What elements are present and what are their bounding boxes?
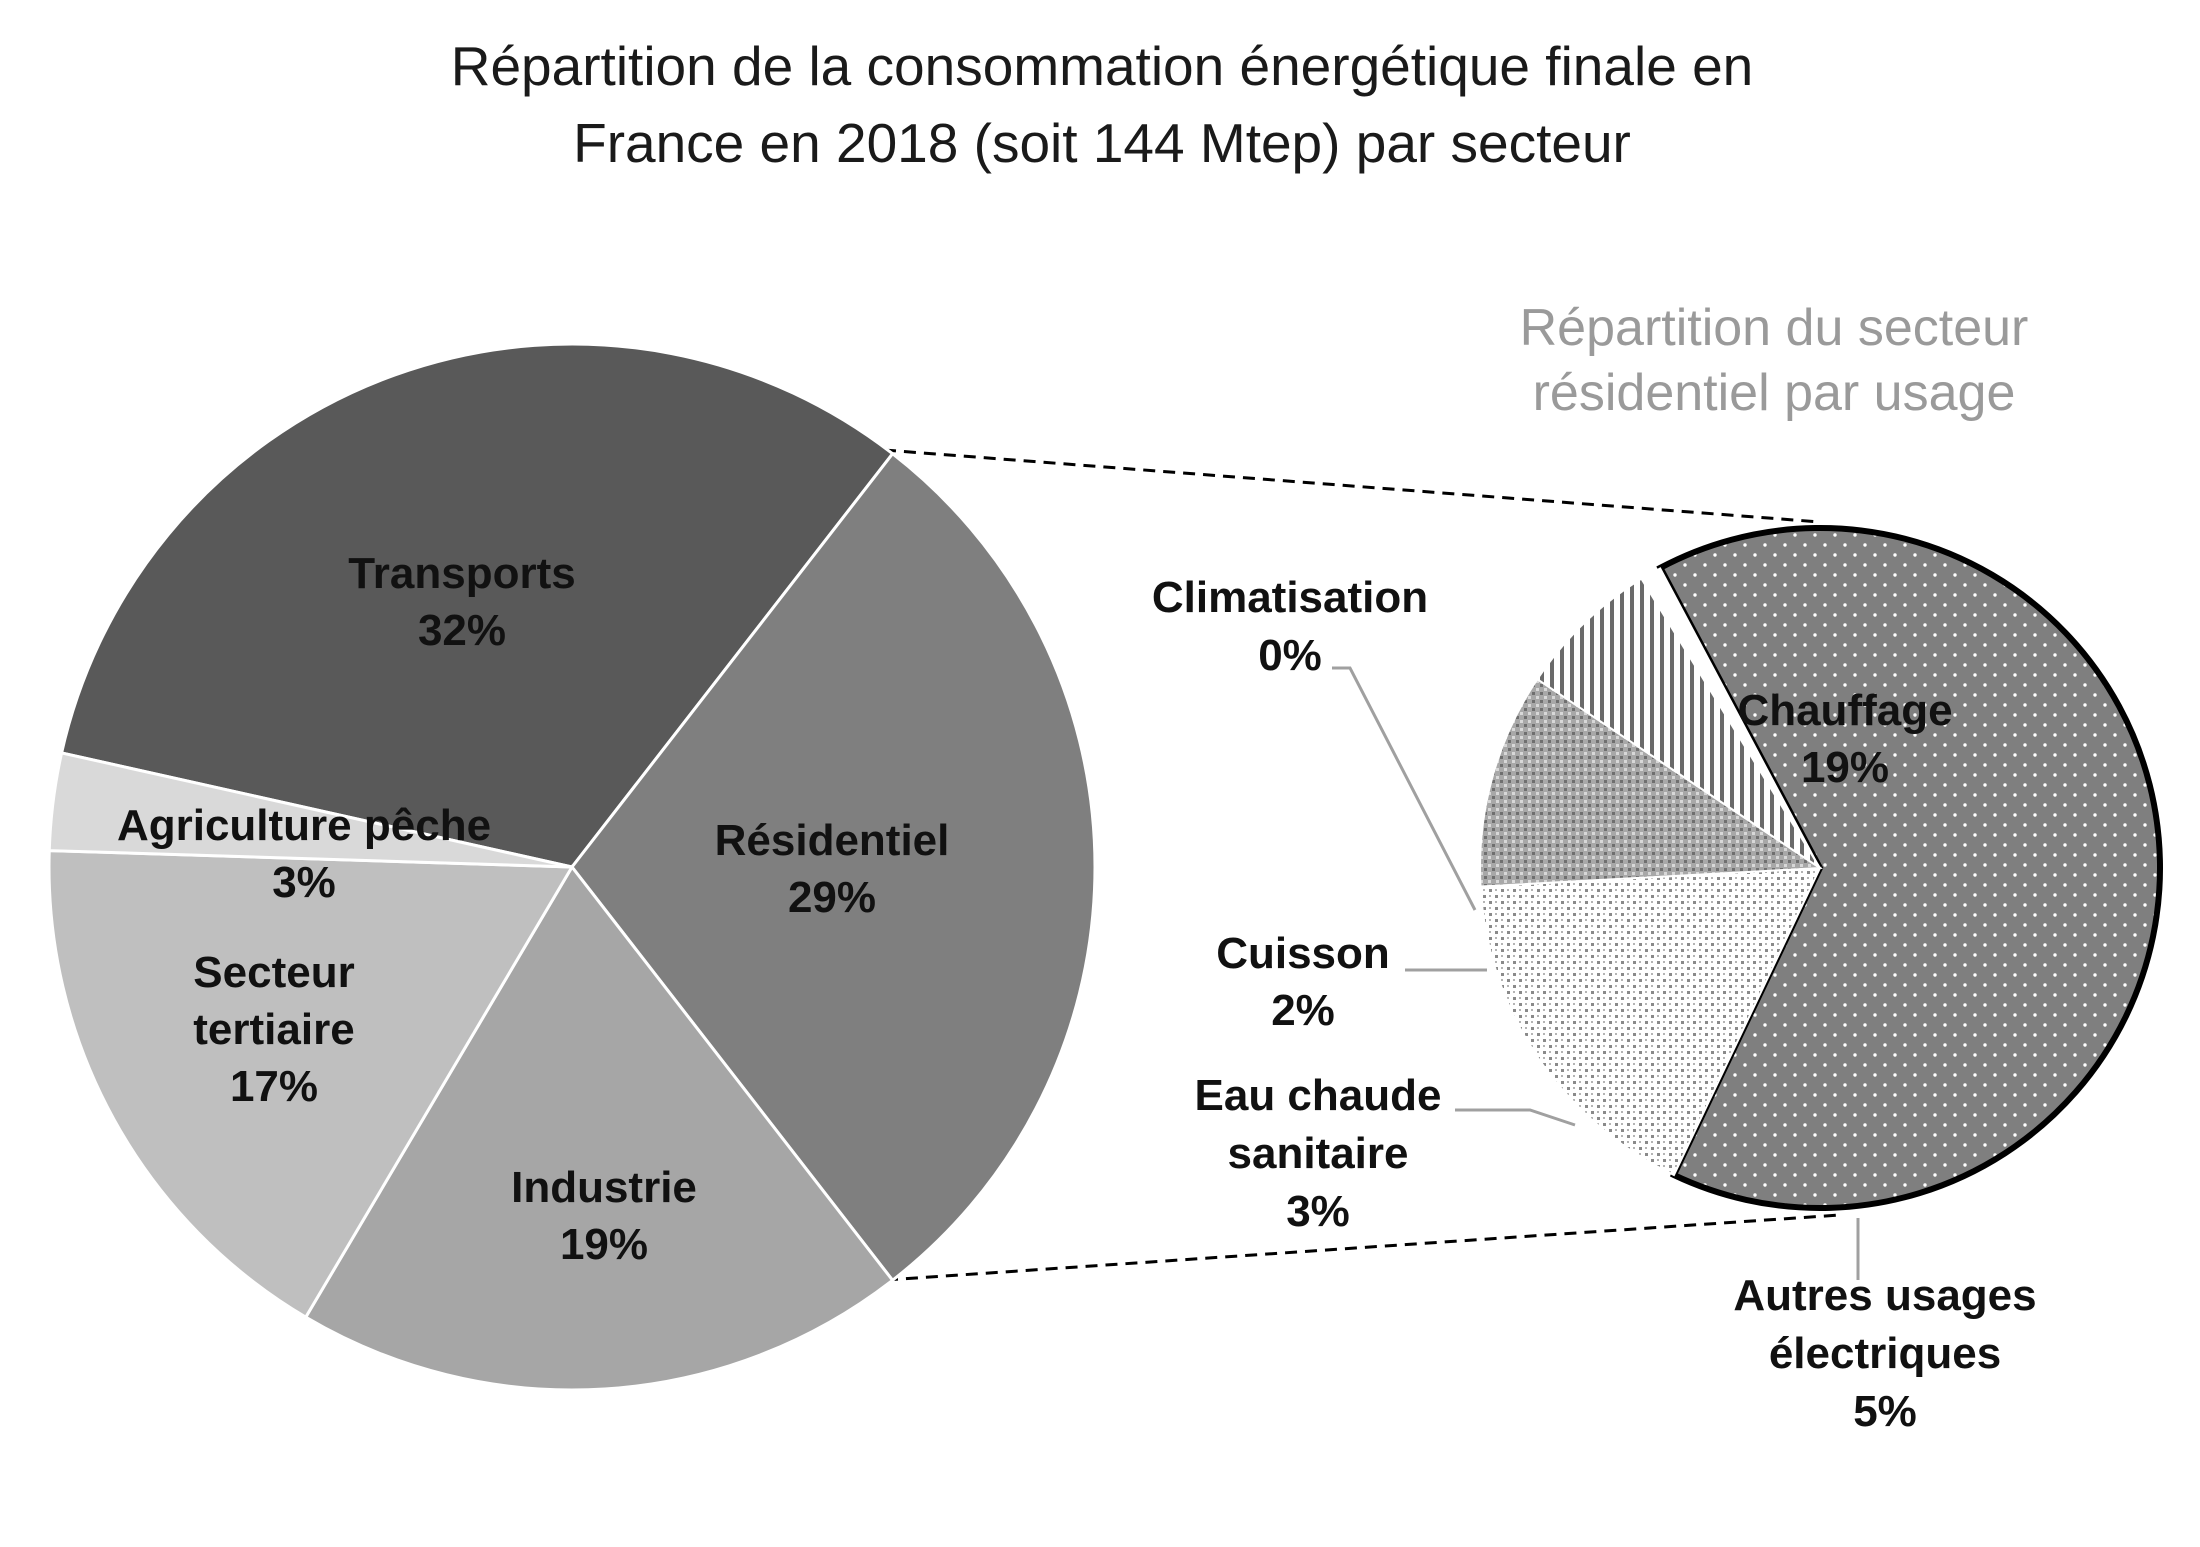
leader-lines: [1332, 666, 1860, 1280]
slice-autres-usages-electriques: [1479, 866, 1822, 1177]
label-secteur-tertiaire-value: 17%: [230, 1062, 318, 1111]
label-climatisation-value: 0%: [1258, 631, 1322, 680]
label-transports-name: Transports: [348, 549, 575, 598]
label-autres-usages-line-1: Autres usages: [1733, 1271, 2036, 1320]
label-transports-value: 32%: [418, 606, 506, 655]
chart-title-line-2: France en 2018 (soit 144 Mtep) par secte…: [573, 112, 1631, 174]
secondary-pie: [1479, 525, 2164, 1211]
secondary-pie-labels: Chauffage 19% Autres usages électriques …: [1152, 573, 2037, 1436]
secondary-pie-title-line-1: Répartition du secteur: [1520, 299, 2029, 357]
label-climatisation-name: Climatisation: [1152, 573, 1428, 622]
slice-cuisson: [1535, 577, 1821, 869]
label-chauffage-name: Chauffage: [1737, 686, 1952, 735]
leader-line-climatisation: [1332, 666, 1477, 911]
slice-industrie: [303, 864, 895, 1392]
slice-secteur-tertiaire: [47, 849, 575, 1320]
label-eau-chaude-line-2: sanitaire: [1228, 1129, 1409, 1178]
label-secteur-tertiaire-line-2: tertiaire: [193, 1005, 354, 1054]
leader-line-eau-chaude: [1455, 1108, 1576, 1127]
label-agriculture-peche-name: Agriculture pêche: [117, 801, 491, 850]
label-chauffage-value: 19%: [1801, 743, 1889, 792]
slice-transports: [59, 342, 895, 869]
label-secteur-tertiaire-line-1: Secteur: [193, 948, 354, 997]
label-cuisson-name: Cuisson: [1216, 929, 1390, 978]
label-eau-chaude-line-1: Eau chaude: [1195, 1071, 1442, 1120]
label-autres-usages-value: 5%: [1853, 1387, 1917, 1436]
label-agriculture-peche-value: 3%: [272, 858, 336, 907]
label-residentiel-value: 29%: [788, 873, 876, 922]
label-cuisson-value: 2%: [1271, 986, 1335, 1035]
slice-agriculture-peche: [47, 751, 573, 869]
label-autres-usages-line-2: électriques: [1769, 1329, 2001, 1378]
slice-chauffage: [1656, 525, 2164, 1211]
slice-eau-chaude-sanitaire: [1479, 677, 1824, 888]
connector-line-top: [883, 448, 1821, 524]
label-eau-chaude-value: 3%: [1286, 1187, 1350, 1236]
main-pie-labels: Transports 32% Résidentiel 29% Industrie…: [117, 549, 949, 1269]
slice-residentiel: [570, 451, 1097, 1283]
main-pie: [47, 342, 1097, 1392]
label-residentiel-name: Résidentiel: [715, 816, 950, 865]
slice-climatisation: [1640, 567, 1821, 869]
secondary-pie-title-line-2: résidentiel par usage: [1533, 364, 2016, 422]
chart-title-line-1: Répartition de la consommation énergétiq…: [451, 35, 1754, 97]
label-industrie-value: 19%: [560, 1220, 648, 1269]
connector-line-bottom: [885, 1213, 1841, 1282]
label-industrie-name: Industrie: [511, 1163, 697, 1212]
